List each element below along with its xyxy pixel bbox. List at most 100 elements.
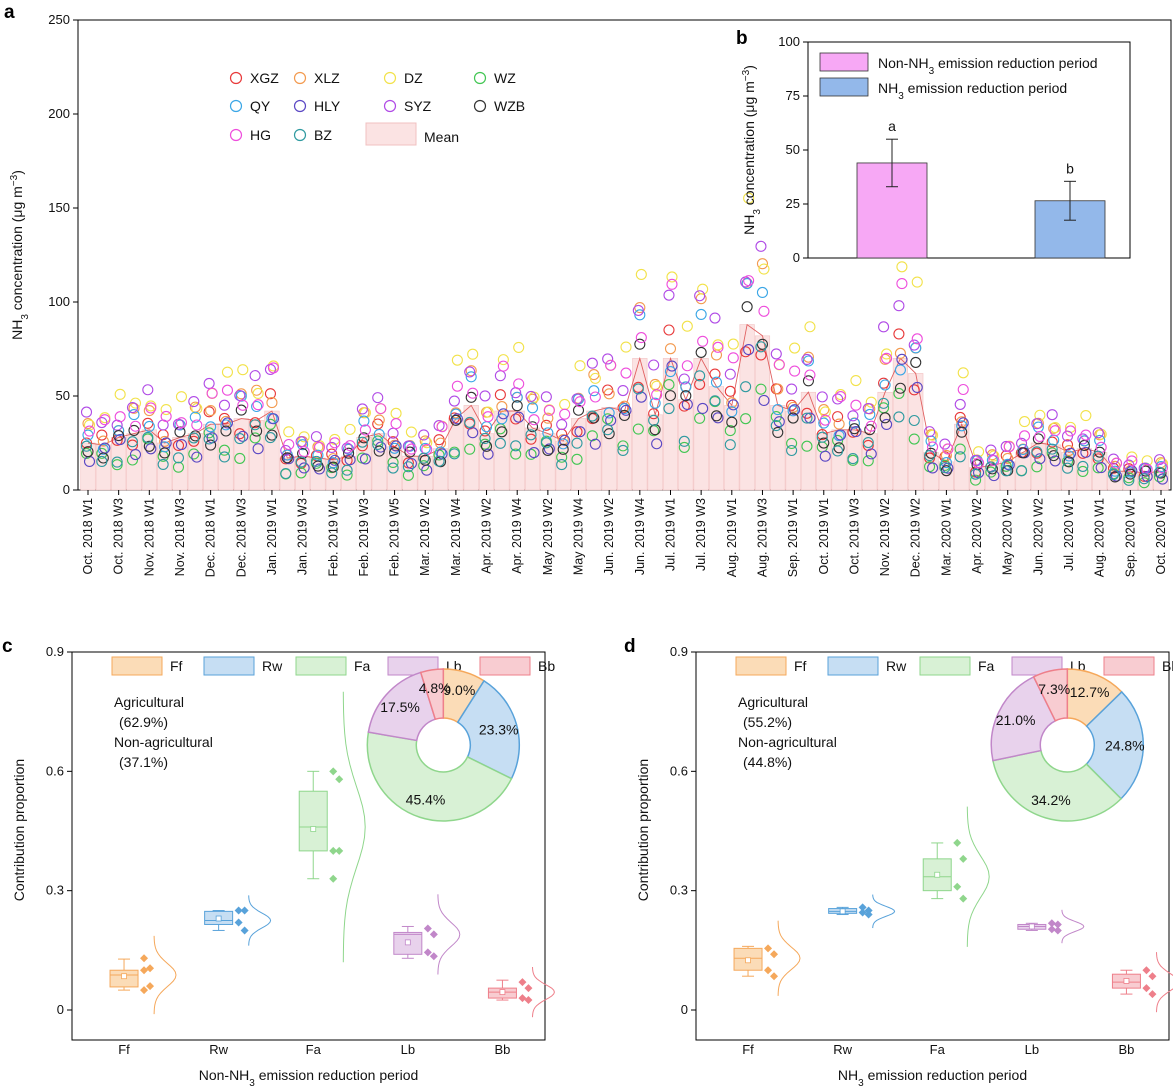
data-point [524, 996, 533, 1005]
data-point-xlz [97, 435, 109, 447]
data-point-wzb [925, 447, 937, 459]
data-point-qy [756, 286, 769, 299]
data-point [1148, 972, 1157, 981]
data-point-hg [390, 418, 402, 430]
data-point-hg [973, 457, 985, 469]
data-point-dz [175, 391, 188, 403]
data-point-syz [586, 357, 598, 369]
data-point-dz [467, 348, 479, 360]
pie-label: 4.8% [419, 680, 451, 696]
data-point-wzb [572, 404, 585, 416]
data-point-wzb [557, 443, 569, 455]
data-point-wz [724, 425, 736, 437]
pie-label: 23.3% [479, 721, 519, 737]
data-point-wzb [680, 390, 692, 402]
data-point-syz [878, 321, 890, 333]
data-point-qy [113, 425, 125, 437]
x-tick-label: Mar. 2020 W1 [939, 498, 953, 576]
panel-d-box-chart: d 0 0.3 0.6 0.9 Contribution proportion NH3 e… [624, 636, 1173, 1088]
x-tick-label: Lb [1025, 1042, 1039, 1057]
data-point-xlz [327, 453, 339, 465]
data-point-bz [326, 467, 338, 479]
data-point-bz [80, 440, 93, 452]
data-point-dz [221, 366, 234, 378]
data-point-hly [329, 454, 341, 466]
data-point-syz [801, 353, 813, 365]
data-point-syz [832, 393, 844, 405]
y-tick-label: 0.6 [46, 763, 64, 778]
y-tick-label: 0.9 [46, 644, 64, 659]
x-tick-label: Fa [930, 1042, 946, 1057]
data-point-qy [634, 309, 646, 321]
data-point-syz [525, 390, 537, 402]
data-point-bz [234, 432, 246, 445]
legend-marker [229, 71, 243, 85]
data-point [1047, 919, 1056, 928]
data-point-dz [329, 433, 341, 445]
data-point [1142, 984, 1151, 993]
pie-label: 24.8% [1105, 737, 1145, 753]
data-point-wz [234, 452, 246, 464]
data-point-wz [740, 413, 752, 425]
data-point-hg [313, 441, 325, 453]
data-point-dz [359, 407, 371, 419]
data-point-wz [786, 437, 798, 449]
data-point-hly [743, 344, 755, 356]
data-point-bz [724, 439, 736, 451]
data-point-hg [405, 443, 417, 455]
data-point-hg [467, 387, 479, 399]
data-point-wz [678, 441, 690, 453]
data-point-hg [559, 408, 571, 420]
x-tick-label: Oct. 2018 W3 [112, 498, 126, 574]
data-point-dz [911, 276, 923, 288]
data-point [146, 982, 155, 991]
legend-swatch [735, 656, 787, 676]
data-point-hg [957, 383, 969, 396]
data-point-wzb [266, 429, 278, 441]
note-text: (55.2%) [743, 714, 792, 730]
data-point-hg [1049, 425, 1061, 437]
data-point-hly [1141, 470, 1153, 482]
data-point-hly [927, 462, 939, 474]
data-point [1142, 966, 1151, 975]
data-point-dz [850, 374, 862, 387]
data-point-hg [896, 278, 908, 290]
data-point-wz [249, 432, 261, 444]
data-point [240, 926, 249, 935]
x-tick-label: Rw [833, 1042, 852, 1057]
data-point-bz [985, 461, 997, 473]
y-tick-label: 75 [786, 88, 800, 103]
data-point-syz [356, 403, 368, 415]
data-point-wz [218, 444, 231, 456]
legend-label: Mean [424, 129, 459, 145]
pie-slice [366, 731, 513, 822]
data-point-qy [695, 308, 707, 320]
mean-bar [1046, 444, 1062, 491]
data-point-xlz [205, 404, 217, 417]
data-point-xlz [496, 401, 508, 413]
data-point-wz [663, 379, 675, 391]
data-point-hg [160, 410, 172, 422]
data-point-xgz [924, 452, 936, 464]
data-point [329, 846, 338, 855]
data-point-qy [465, 371, 477, 383]
data-point [146, 964, 155, 973]
y-tick-label: 0 [793, 250, 800, 265]
data-point-syz [142, 384, 154, 396]
data-point-dz [160, 403, 172, 416]
bar [1034, 200, 1106, 259]
data-point-hly [1156, 473, 1169, 485]
x-tick-label: May 2019 W4 [572, 498, 586, 575]
data-point-wzb [756, 338, 769, 350]
data-point-syz [556, 418, 568, 431]
data-point-bz [264, 432, 276, 444]
data-point-bz [586, 410, 598, 422]
data-point-wzb [343, 447, 355, 459]
data-point-qy [879, 379, 891, 391]
x-tick-label: Dec. 2018 W1 [204, 498, 218, 577]
data-point-bz [1015, 465, 1028, 477]
data-point-hly [789, 404, 801, 416]
data-point-dz [1018, 416, 1031, 428]
data-point-xlz [465, 365, 477, 377]
x-tick-label: Oct. 2019 W3 [847, 498, 861, 574]
